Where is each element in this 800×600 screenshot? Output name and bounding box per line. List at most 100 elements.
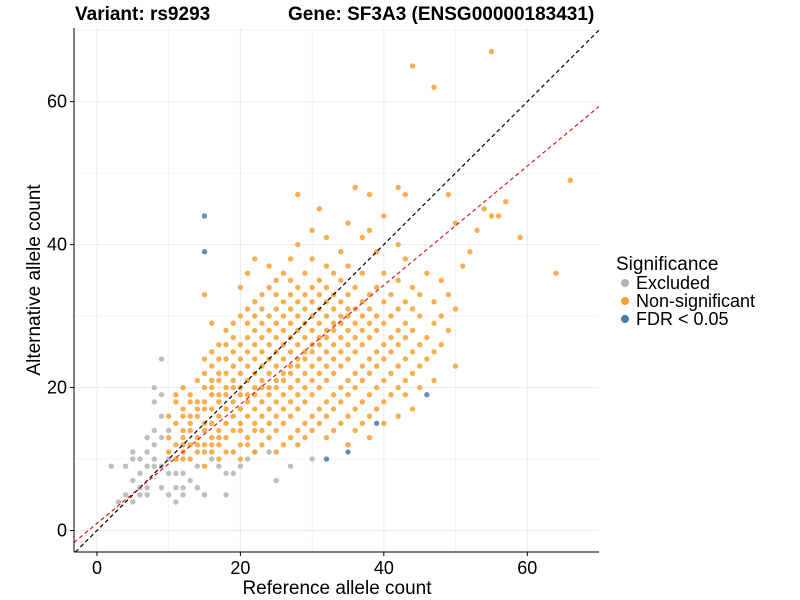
point-non-significant — [388, 291, 394, 298]
legend-label: FDR < 0.05 — [636, 309, 729, 329]
point-non-significant — [323, 413, 330, 419]
point-non-significant — [187, 399, 193, 405]
point-excluded — [158, 413, 165, 419]
point-non-significant — [495, 213, 502, 219]
point-non-significant — [309, 327, 315, 334]
point-non-significant — [259, 306, 265, 312]
point-excluded — [144, 449, 150, 455]
point-non-significant — [273, 306, 279, 312]
point-non-significant — [352, 427, 358, 434]
point-non-significant — [323, 377, 330, 384]
point-non-significant — [216, 427, 222, 434]
point-non-significant — [381, 377, 387, 384]
point-non-significant — [194, 406, 201, 412]
point-non-significant — [345, 341, 351, 348]
point-non-significant — [223, 434, 229, 441]
point-non-significant — [266, 370, 272, 376]
point-non-significant — [280, 270, 287, 276]
point-non-significant — [323, 313, 330, 319]
point-non-significant — [230, 449, 236, 455]
point-non-significant — [316, 334, 322, 341]
point-non-significant — [309, 427, 315, 434]
point-non-significant — [381, 356, 387, 362]
point-non-significant — [173, 420, 179, 427]
point-non-significant — [252, 341, 258, 348]
point-non-significant — [359, 363, 366, 369]
point-non-significant — [230, 349, 236, 355]
point-non-significant — [366, 291, 373, 298]
point-non-significant — [416, 341, 423, 348]
point-non-significant — [316, 277, 322, 284]
point-non-significant — [481, 206, 487, 212]
point-non-significant — [409, 370, 416, 376]
point-non-significant — [316, 384, 322, 391]
point-excluded — [173, 470, 179, 477]
point-non-significant — [330, 306, 337, 312]
point-non-significant — [295, 341, 301, 348]
point-non-significant — [424, 270, 430, 276]
point-non-significant — [359, 313, 366, 319]
point-non-significant — [345, 220, 351, 226]
point-non-significant — [180, 434, 186, 441]
point-non-significant — [180, 413, 186, 419]
point-non-significant — [366, 320, 373, 326]
point-non-significant — [266, 406, 272, 412]
point-non-significant — [338, 334, 344, 341]
point-non-significant — [409, 284, 416, 291]
point-non-significant — [445, 291, 452, 298]
point-non-significant — [173, 392, 179, 398]
point-non-significant — [209, 349, 215, 355]
axes — [73, 28, 599, 553]
point-non-significant — [359, 377, 366, 384]
point-non-significant — [266, 384, 272, 391]
point-non-significant — [567, 177, 574, 183]
point-non-significant — [330, 356, 337, 362]
point-non-significant — [223, 449, 229, 455]
point-non-significant — [373, 284, 380, 291]
point-non-significant — [302, 306, 308, 312]
point-non-significant — [409, 406, 416, 412]
point-non-significant — [252, 299, 258, 305]
point-non-significant — [295, 363, 301, 369]
point-non-significant — [416, 363, 423, 369]
point-non-significant — [553, 270, 559, 276]
point-non-significant — [237, 341, 244, 348]
point-non-significant — [366, 413, 373, 419]
point-non-significant — [316, 370, 322, 376]
point-non-significant — [309, 256, 315, 262]
point-non-significant — [330, 320, 337, 326]
point-non-significant — [330, 406, 337, 412]
point-non-significant — [323, 263, 330, 269]
point-non-significant — [266, 341, 272, 348]
point-excluded — [194, 463, 201, 469]
point-non-significant — [194, 377, 201, 384]
point-non-significant — [302, 384, 308, 391]
point-non-significant — [252, 449, 258, 455]
point-non-significant — [295, 427, 301, 434]
point-non-significant — [201, 463, 208, 469]
point-non-significant — [201, 384, 208, 391]
point-non-significant — [259, 442, 265, 448]
point-non-significant — [381, 213, 387, 219]
point-non-significant — [402, 377, 409, 384]
point-non-significant — [431, 320, 437, 326]
legend-key — [621, 315, 629, 323]
point-non-significant — [273, 427, 279, 434]
point-non-significant — [244, 442, 251, 448]
point-non-significant — [302, 349, 308, 355]
point-non-significant — [323, 399, 330, 405]
point-non-significant — [280, 442, 287, 448]
point-non-significant — [409, 306, 416, 312]
point-non-significant — [352, 284, 358, 291]
point-excluded — [237, 463, 244, 469]
point-non-significant — [173, 442, 179, 448]
point-non-significant — [323, 284, 330, 291]
point-non-significant — [338, 349, 344, 355]
point-non-significant — [488, 213, 495, 219]
point-non-significant — [194, 442, 201, 448]
point-excluded — [209, 456, 215, 462]
point-non-significant — [316, 206, 322, 212]
point-excluded — [144, 463, 150, 469]
point-non-significant — [180, 427, 186, 434]
point-non-significant — [237, 356, 244, 362]
